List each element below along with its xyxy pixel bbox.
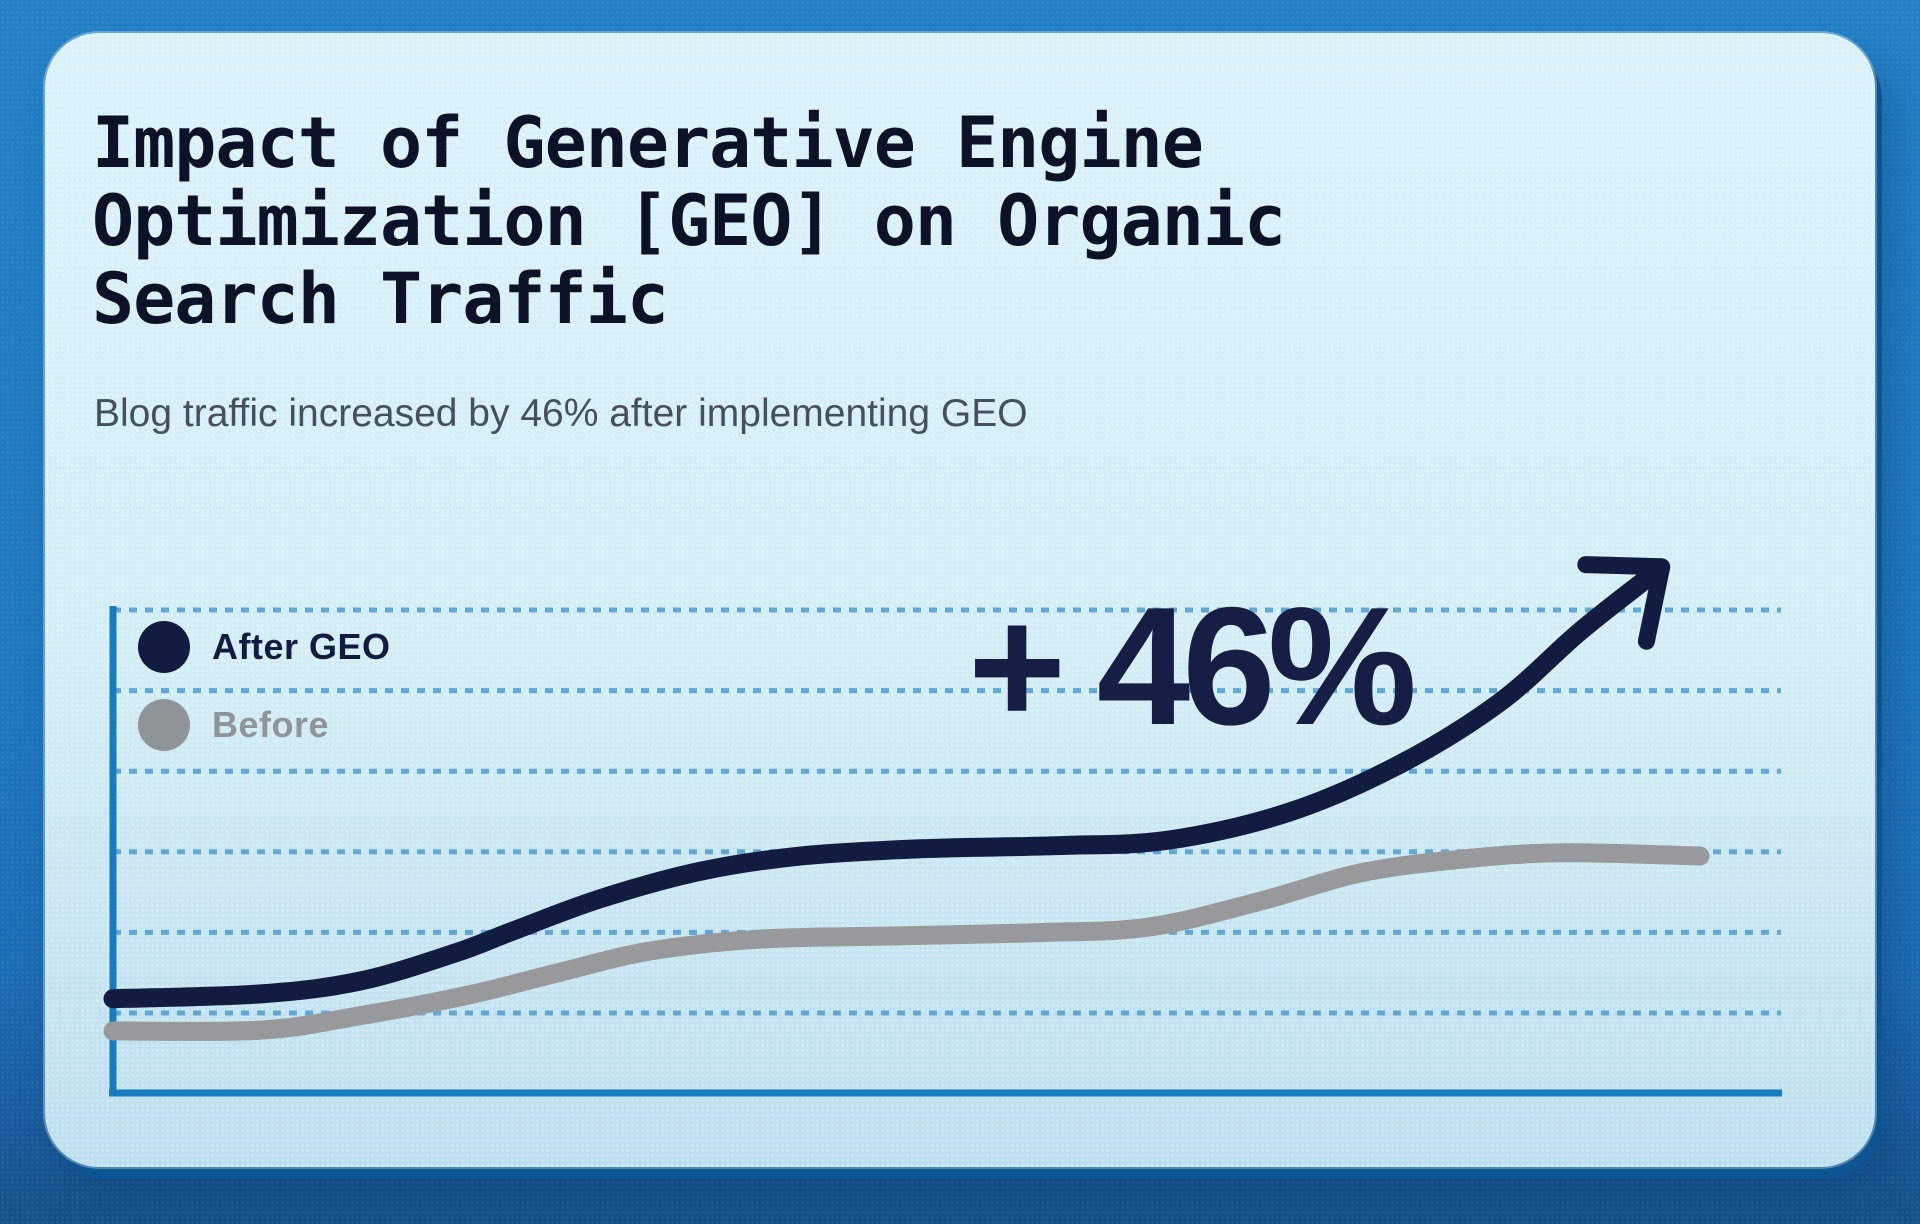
- legend-item-before: Before: [138, 699, 391, 751]
- title-line-3: Search Traffic: [92, 257, 669, 340]
- legend-label-before: Before: [212, 704, 330, 745]
- page-subtitle: Blog traffic increased by 46% after impl…: [94, 392, 1028, 435]
- title-line-2: Optimization [GEO] on Organic: [92, 179, 1286, 262]
- page-title: Impact of Generative Engine Optimization…: [92, 101, 1286, 340]
- after-geo-line: [103, 568, 1658, 1009]
- chart-legend: After GEO Before: [138, 621, 391, 751]
- arrowhead-icon: [1577, 556, 1671, 650]
- before-line: [103, 843, 1710, 1041]
- after-geo-dot-icon: [138, 621, 190, 673]
- legend-item-after-geo: After GEO: [138, 621, 391, 673]
- growth-annotation: + 46%: [968, 572, 1417, 760]
- before-dot-icon: [138, 699, 190, 751]
- title-line-1: Impact of Generative Engine: [92, 101, 1204, 184]
- legend-label-after-geo: After GEO: [212, 626, 391, 667]
